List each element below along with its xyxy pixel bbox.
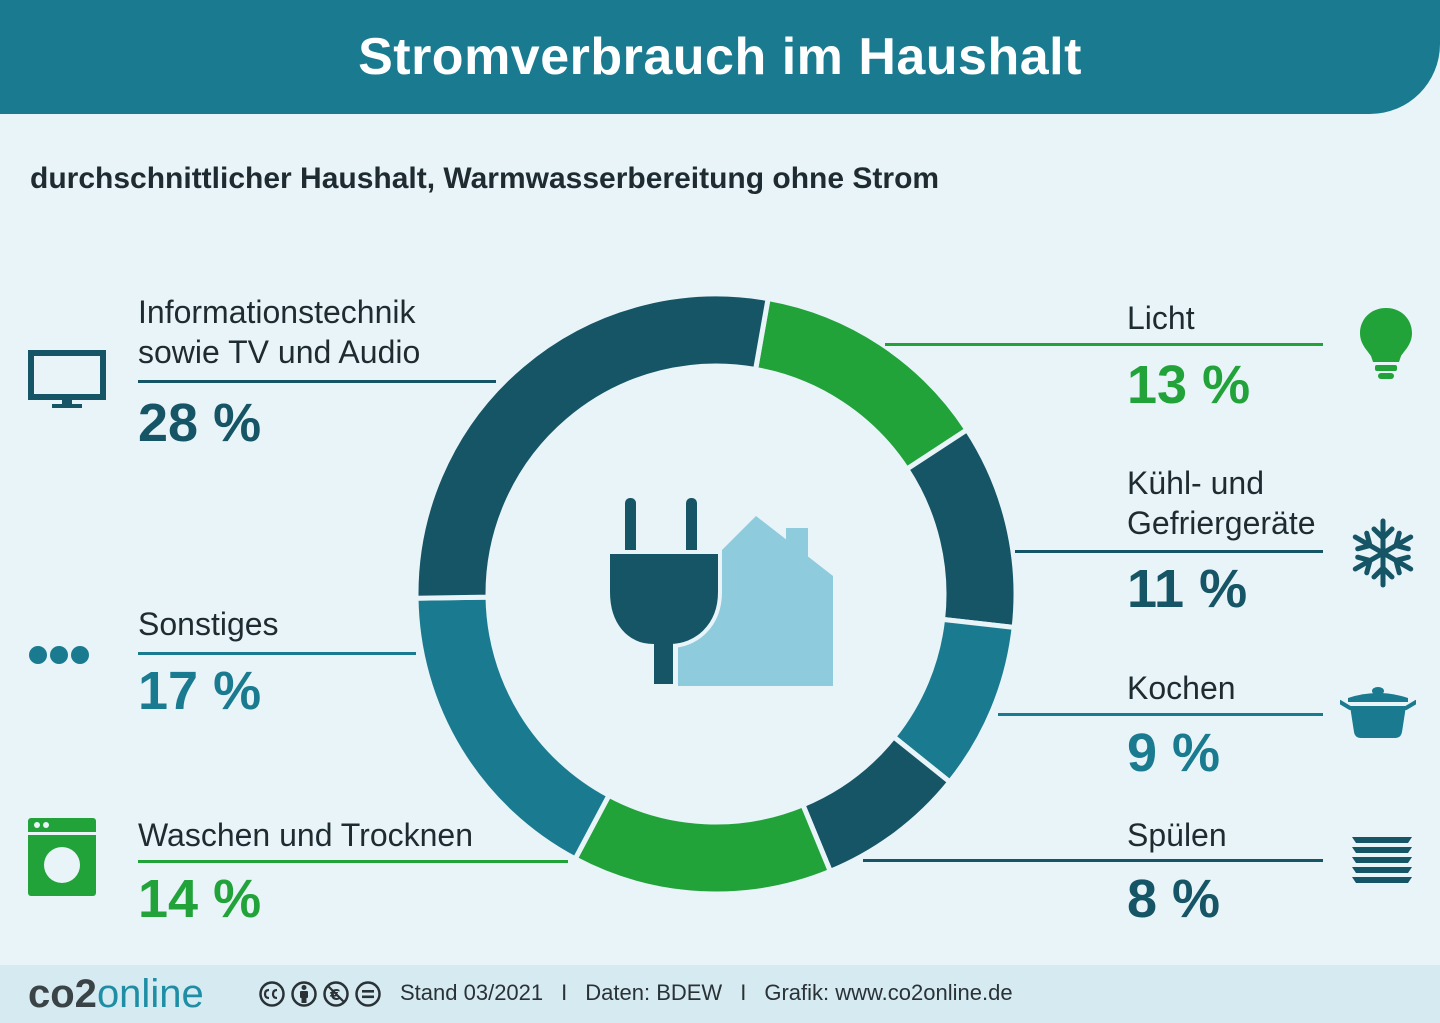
leader-line-kuehl: [1015, 550, 1323, 553]
leader-line-sonstiges: [138, 652, 416, 655]
label-kuehl-line2: Gefriergeräte: [1127, 505, 1316, 541]
brand-logo[interactable]: co2online: [28, 972, 204, 1016]
pct-licht: 13 %: [1127, 355, 1251, 415]
cooking-pot-icon: [1340, 687, 1416, 738]
donut-slice-5: [571, 791, 834, 897]
label-kuehl-line1: Kühl- und: [1127, 465, 1264, 501]
donut-slice-2: [903, 426, 1019, 631]
label-kochen: Kochen: [1127, 670, 1236, 706]
pct-kuehl: 11 %: [1127, 559, 1248, 619]
pct-kochen: 9 %: [1127, 723, 1221, 783]
leader-line-kochen: [998, 713, 1323, 716]
label-licht: Licht: [1127, 300, 1195, 336]
footer-daten: Daten: BDEW: [585, 980, 723, 1005]
footer-bar: [0, 965, 1440, 1023]
donut-slice-1: [752, 295, 971, 473]
label-waschen: Waschen und Trocknen: [138, 817, 473, 853]
pct-sonstiges: 17 %: [138, 661, 262, 721]
pct-it: 28 %: [138, 393, 262, 453]
donut-slice-7: [413, 291, 771, 601]
footer-separator: I: [740, 980, 747, 1005]
header-banner: Stromverbrauch im Haushalt: [0, 0, 1440, 114]
svg-text:€: €: [329, 986, 340, 1004]
label-spuelen: Spülen: [1127, 817, 1227, 853]
pct-spuelen: 8 %: [1127, 869, 1221, 929]
label-it-line2: sowie TV und Audio: [138, 334, 421, 370]
lightbulb-icon: [1360, 308, 1412, 379]
footer-separator: I: [561, 980, 568, 1005]
washing-machine-icon: [28, 818, 96, 896]
chart-subtitle: durchschnittlicher Haushalt, Warmwasserb…: [30, 162, 940, 195]
leader-line-spuelen: [863, 859, 1323, 862]
leader-line-licht: [885, 343, 1323, 346]
footer-credits: Stand 03/2021 I Daten: BDEW I Grafik: www.co…: [400, 980, 1013, 1006]
snowflake-icon: [1352, 518, 1414, 588]
leader-line-waschen: [138, 860, 568, 863]
plug-house-icon: [606, 498, 833, 686]
pct-waschen: 14 %: [138, 869, 262, 929]
tv-icon: [28, 350, 106, 408]
footer-stand: Stand 03/2021: [400, 980, 544, 1005]
label-sonstiges: Sonstiges: [138, 606, 279, 642]
footer-grafik[interactable]: Grafik: www.co2online.de: [764, 980, 1013, 1005]
creative-commons-icon: €: [259, 981, 381, 1007]
more-dots-icon: [29, 646, 89, 664]
dishes-stack-icon: [1352, 837, 1412, 883]
leader-line-it: [138, 380, 496, 383]
page-title: Stromverbrauch im Haushalt: [358, 28, 1082, 86]
label-it-line1: Informationstechnik: [138, 294, 416, 330]
